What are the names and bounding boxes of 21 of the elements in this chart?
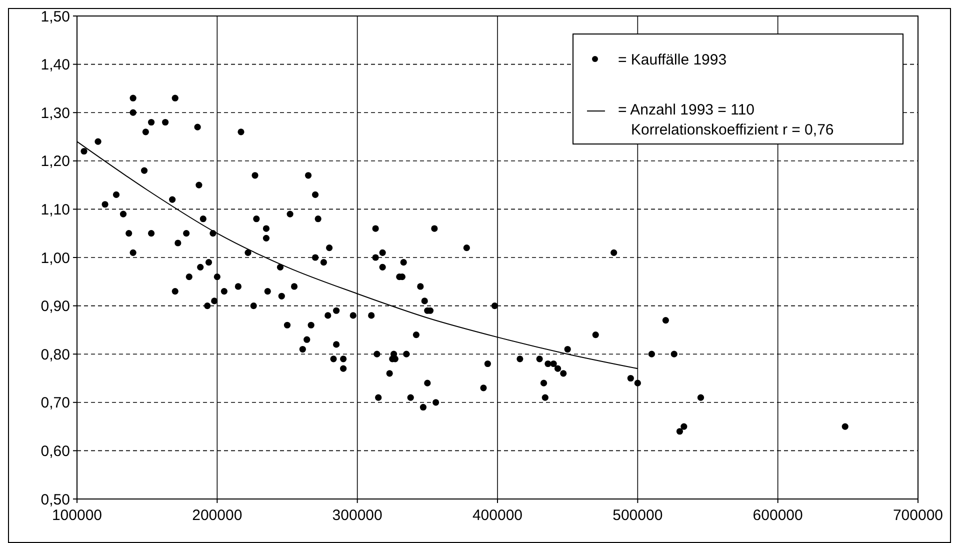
x-tick-label: 200000 <box>192 507 242 524</box>
x-tick-label: 600000 <box>752 507 803 524</box>
x-tick-label: 700000 <box>892 507 944 524</box>
annotation: Korrelationskoeffizient r = 0,76 <box>631 121 834 138</box>
y-tick-label: 0,90 <box>40 298 70 316</box>
y-tick-label: 1,30 <box>40 104 70 122</box>
legend-label: = Kauffälle 1993 <box>618 51 727 68</box>
y-tick-label: 0,70 <box>40 394 70 412</box>
y-tick-label: 0,60 <box>40 442 70 460</box>
x-tick-label: 400000 <box>472 507 523 524</box>
y-tick-label: 0,80 <box>40 346 70 364</box>
x-tick-label: 300000 <box>332 507 382 524</box>
y-tick-label: 1,00 <box>40 250 70 267</box>
x-tick-label: 100000 <box>52 507 102 524</box>
y-tick-label: 1,50 <box>40 8 70 26</box>
y-tick-label: 1,20 <box>40 153 70 170</box>
legend-label: = Anzahl 1993 = 110 <box>618 101 755 118</box>
y-tick-label: 0,50 <box>40 491 70 508</box>
y-tick-label: 1,10 <box>40 201 70 218</box>
x-tick-label: 500000 <box>612 507 663 524</box>
y-tick-label: 1,40 <box>40 56 70 74</box>
